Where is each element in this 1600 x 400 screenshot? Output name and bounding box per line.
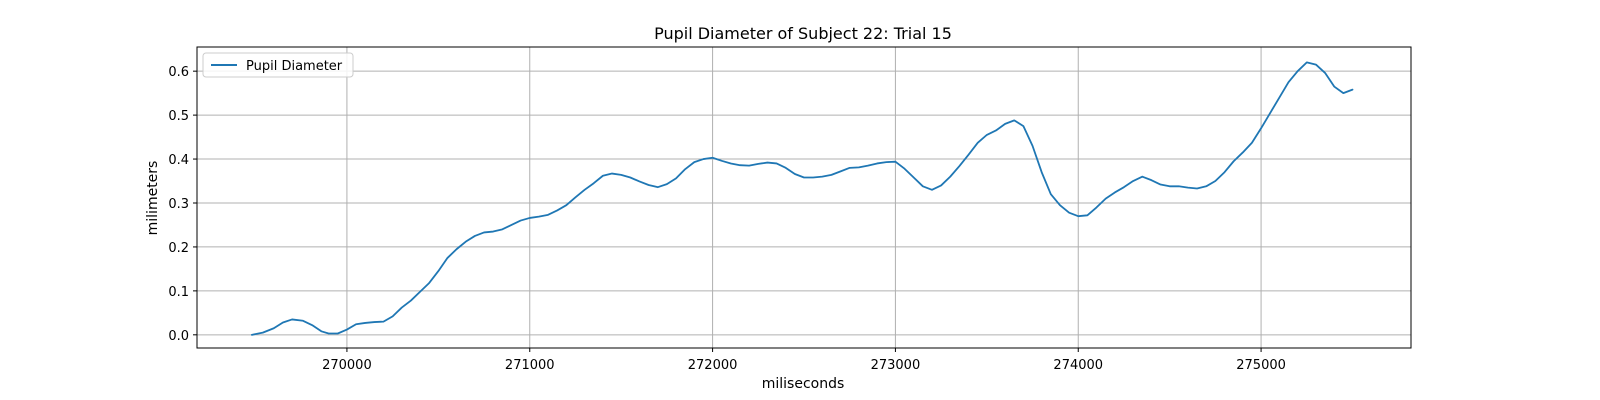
y-tick-label: 0.2 — [168, 241, 189, 256]
x-tick-label: 272000 — [688, 358, 738, 373]
x-tick-label: 271000 — [505, 358, 555, 373]
y-tick-label: 0.6 — [168, 65, 189, 80]
y-tick-label: 0.5 — [168, 109, 189, 124]
y-tick-label: 0.1 — [168, 285, 189, 300]
y-tick-label: 0.3 — [168, 197, 189, 212]
axis-ticks: 270000 271000 272000 273000 274000 275000 0.0 0… — [168, 65, 1286, 373]
y-tick-label: 0.4 — [168, 153, 189, 168]
x-tick-label: 274000 — [1053, 358, 1103, 373]
grid-lines — [197, 47, 1411, 348]
y-axis-label: milimeters — [145, 161, 161, 236]
x-tick-label: 273000 — [871, 358, 921, 373]
x-tick-label: 275000 — [1236, 358, 1286, 373]
plot-frame — [196, 46, 1412, 349]
series-line-pupil-diameter — [250, 61, 1354, 336]
chart-title: Pupil Diameter of Subject 22: Trial 15 — [654, 24, 952, 43]
legend-box — [202, 52, 354, 78]
legend: Pupil Diameter — [202, 52, 354, 78]
x-axis-label: miliseconds — [762, 376, 845, 392]
y-tick-label: 0.0 — [168, 329, 189, 344]
legend-label: Pupil Diameter — [246, 59, 343, 74]
series-layer — [250, 61, 1354, 336]
x-tick-label: 270000 — [322, 358, 372, 373]
